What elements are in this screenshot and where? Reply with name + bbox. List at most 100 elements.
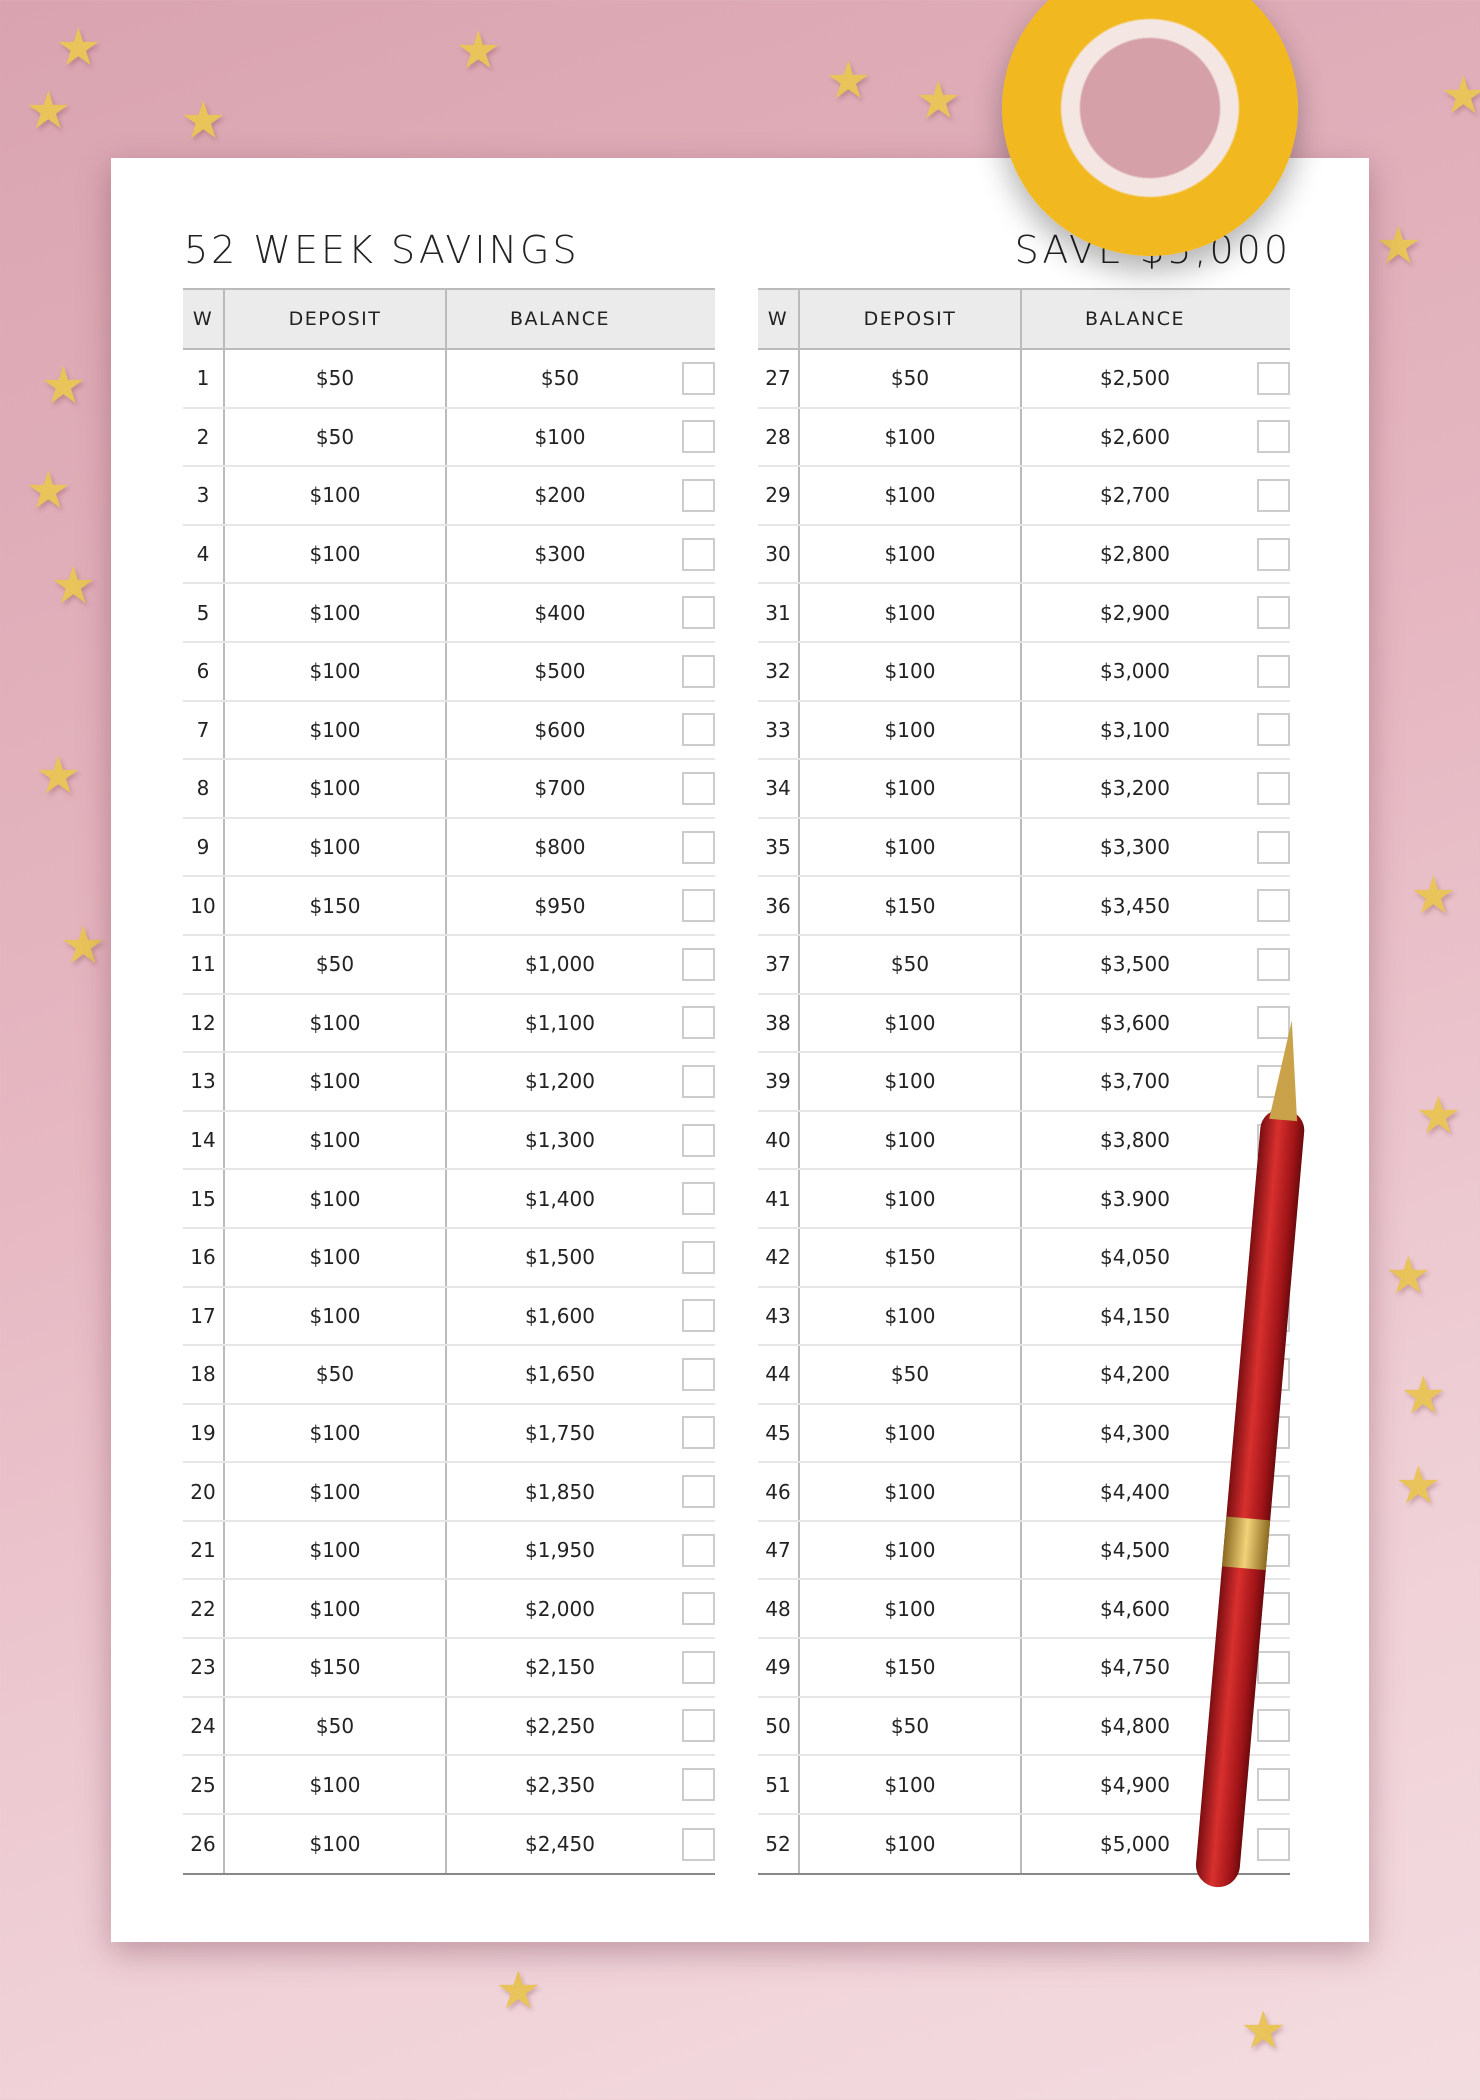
deposit-amount: $100 <box>800 701 1022 759</box>
week-checkbox[interactable] <box>1257 1768 1290 1802</box>
header-balance: BALANCE <box>1084 308 1186 330</box>
week-checkbox[interactable] <box>682 830 715 864</box>
week-checkbox[interactable] <box>682 1533 715 1567</box>
balance-amount: $200 <box>534 483 586 508</box>
table-row: 15 $100 $1,400 <box>183 1170 715 1229</box>
week-number: 47 <box>758 1521 800 1579</box>
week-checkbox[interactable] <box>1257 830 1290 864</box>
star-icon: ★ <box>1395 1456 1442 1516</box>
balance-amount: $2,350 <box>525 1772 595 1797</box>
week-number: 24 <box>183 1697 225 1755</box>
table-row: 42 $150 $4,050 <box>758 1228 1290 1288</box>
week-checkbox[interactable] <box>1257 1827 1290 1861</box>
balance-amount: $2,150 <box>525 1655 595 1680</box>
week-checkbox[interactable] <box>682 361 715 395</box>
deposit-amount: $100 <box>225 701 447 759</box>
week-number: 15 <box>183 1170 225 1227</box>
week-checkbox[interactable] <box>682 478 715 512</box>
star-icon: ★ <box>825 51 872 111</box>
star-icon: ★ <box>25 461 72 521</box>
balance-amount: $1,300 <box>525 1128 595 1153</box>
week-checkbox[interactable] <box>1257 771 1290 805</box>
week-checkbox[interactable] <box>682 1827 715 1861</box>
week-checkbox[interactable] <box>682 1182 715 1216</box>
week-checkbox[interactable] <box>682 1475 715 1509</box>
balance-amount: $3.900 <box>1100 1186 1170 1211</box>
week-number: 6 <box>183 642 225 700</box>
week-checkbox[interactable] <box>682 947 715 981</box>
week-checkbox[interactable] <box>682 1006 715 1040</box>
table-row: 35 $100 $3,300 <box>758 818 1290 878</box>
deposit-amount: $100 <box>225 818 447 876</box>
star-icon: ★ <box>50 556 97 616</box>
week-checkbox[interactable] <box>682 1650 715 1684</box>
weeks-table-27-52: W DEPOSIT BALANCE 27 $50 $2,500 28 $100 $2,600 29… <box>758 288 1290 1876</box>
deposit-amount: $100 <box>800 1814 1022 1874</box>
balance-amount: $4,600 <box>1100 1596 1170 1621</box>
balance-amount: $2,900 <box>1100 600 1170 625</box>
balance-amount: $2,000 <box>525 1596 595 1621</box>
week-checkbox[interactable] <box>682 1299 715 1333</box>
star-icon: ★ <box>35 746 82 806</box>
week-checkbox[interactable] <box>1257 1650 1290 1684</box>
week-checkbox[interactable] <box>682 537 715 571</box>
balance-amount: $1,750 <box>525 1420 595 1445</box>
balance-amount: $1,500 <box>525 1245 595 1270</box>
balance-amount: $4,050 <box>1100 1245 1170 1270</box>
week-checkbox[interactable] <box>682 1768 715 1802</box>
table-row: 3 $100 $200 <box>183 467 715 526</box>
week-checkbox[interactable] <box>682 771 715 805</box>
week-number: 1 <box>183 350 225 407</box>
week-checkbox[interactable] <box>1257 596 1290 630</box>
deposit-amount: $100 <box>800 584 1022 641</box>
week-number: 38 <box>758 994 800 1052</box>
deposit-amount: $100 <box>800 1053 1022 1110</box>
week-number: 42 <box>758 1228 800 1286</box>
week-number: 43 <box>758 1287 800 1345</box>
deposit-amount: $50 <box>225 1346 447 1403</box>
deposit-amount: $100 <box>225 1756 447 1813</box>
week-checkbox[interactable] <box>682 889 715 923</box>
table-row: 13 $100 $1,200 <box>183 1053 715 1112</box>
week-checkbox[interactable] <box>1257 537 1290 571</box>
sheet-title: 52 WEEK SAVINGS <box>184 228 580 272</box>
week-checkbox[interactable] <box>682 1592 715 1626</box>
deposit-amount: $50 <box>800 350 1022 407</box>
week-checkbox[interactable] <box>1257 889 1290 923</box>
balance-amount: $4,200 <box>1100 1362 1170 1387</box>
deposit-amount: $100 <box>225 1170 447 1227</box>
deposit-amount: $100 <box>800 1756 1022 1813</box>
week-checkbox[interactable] <box>682 1123 715 1157</box>
deposit-amount: $100 <box>225 642 447 700</box>
week-checkbox[interactable] <box>682 1240 715 1274</box>
week-number: 46 <box>758 1463 800 1520</box>
deposit-amount: $50 <box>225 408 447 466</box>
week-checkbox[interactable] <box>682 713 715 747</box>
week-checkbox[interactable] <box>1257 361 1290 395</box>
week-checkbox[interactable] <box>1257 1709 1290 1743</box>
week-checkbox[interactable] <box>1257 654 1290 688</box>
table-row: 25 $100 $2,350 <box>183 1756 715 1815</box>
week-checkbox[interactable] <box>682 596 715 630</box>
table-row: 28 $100 $2,600 <box>758 408 1290 468</box>
week-checkbox[interactable] <box>1257 713 1290 747</box>
balance-amount: $3,100 <box>1100 717 1170 742</box>
week-checkbox[interactable] <box>682 1709 715 1743</box>
balance-amount: $4,150 <box>1100 1303 1170 1328</box>
week-number: 21 <box>183 1521 225 1579</box>
week-checkbox[interactable] <box>1257 947 1290 981</box>
week-checkbox[interactable] <box>1257 478 1290 512</box>
table-row: 50 $50 $4,800 <box>758 1697 1290 1757</box>
week-checkbox[interactable] <box>1257 420 1290 454</box>
week-checkbox[interactable] <box>682 1064 715 1098</box>
week-checkbox[interactable] <box>682 654 715 688</box>
deposit-amount: $100 <box>800 408 1022 466</box>
week-number: 7 <box>183 701 225 759</box>
table-row: 31 $100 $2,900 <box>758 584 1290 643</box>
week-number: 49 <box>758 1639 800 1696</box>
balance-amount: $3,800 <box>1100 1128 1170 1153</box>
deposit-amount: $100 <box>225 1111 447 1169</box>
week-checkbox[interactable] <box>682 1416 715 1450</box>
week-checkbox[interactable] <box>682 1357 715 1391</box>
week-checkbox[interactable] <box>682 420 715 454</box>
